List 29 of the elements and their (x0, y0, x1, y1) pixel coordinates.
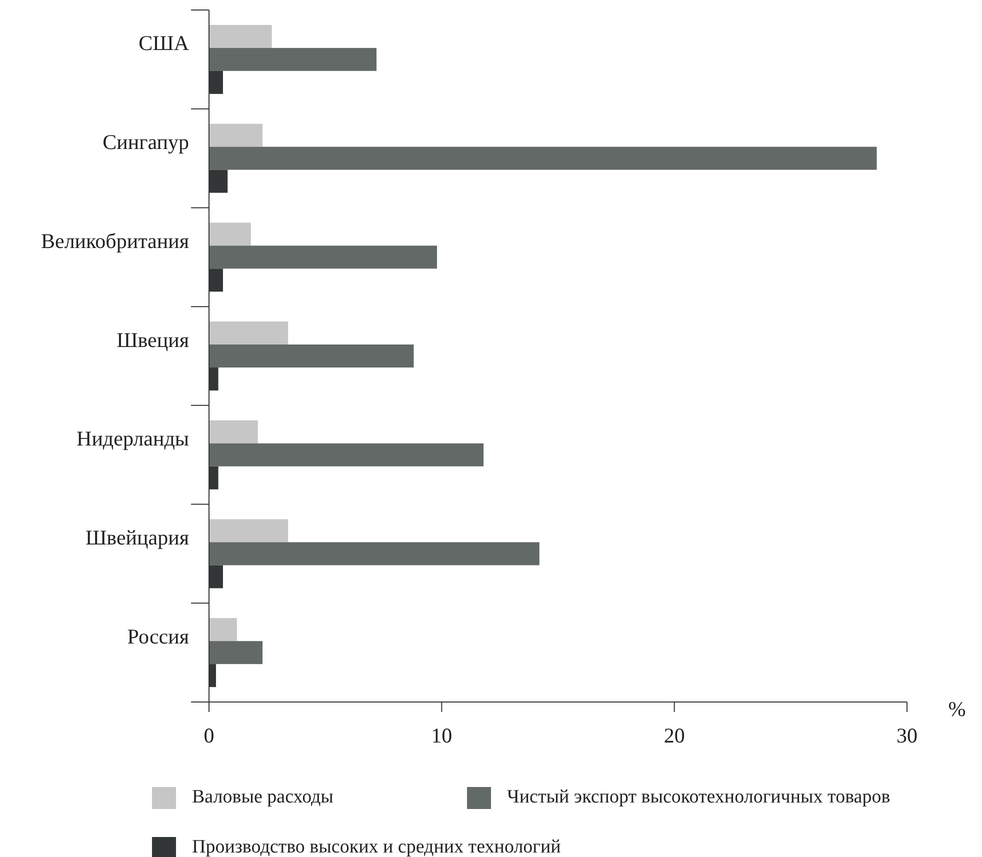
y-tick-label: Сингапур (102, 130, 189, 154)
x-tick-label: 20 (664, 723, 685, 748)
y-tick-label: США (138, 31, 190, 56)
bar (209, 641, 263, 664)
y-tick-label: Великобритания (41, 228, 190, 253)
x-tick-label: 10 (431, 723, 452, 748)
bar (209, 542, 540, 566)
x-tick-label: 30 (896, 723, 918, 748)
bar (209, 443, 484, 466)
bar (209, 344, 414, 368)
bar (209, 246, 438, 269)
bar (209, 124, 263, 147)
bar (209, 519, 288, 542)
y-tick-label: Швейцария (86, 526, 190, 550)
bar (209, 48, 377, 71)
bar (209, 24, 272, 48)
bar (209, 222, 251, 246)
y-tick-label: Нидерланды (76, 426, 189, 451)
y-tick-label: Россия (127, 624, 190, 648)
y-tick-label: Швеция (116, 328, 190, 352)
bar (209, 322, 288, 344)
bar (209, 420, 258, 444)
x-axis-title: % (948, 697, 966, 721)
bar (209, 618, 237, 642)
legend-label: Валовые расходы (192, 786, 334, 808)
legend-label: Чистый экспорт высокотехнологичных товаров (507, 786, 890, 808)
legend-label: Производство высоких и средних технологий (192, 836, 561, 857)
bar (209, 146, 877, 170)
x-tick-label: 0 (204, 723, 214, 748)
